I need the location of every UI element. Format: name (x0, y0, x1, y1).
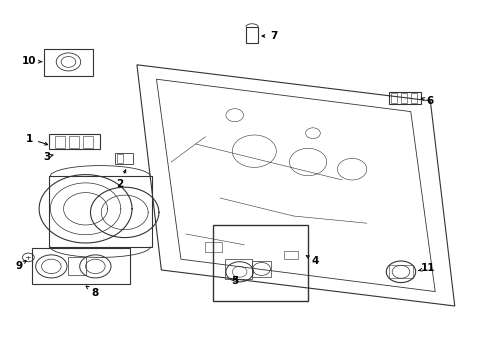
Text: 8: 8 (86, 286, 99, 298)
Text: 2: 2 (116, 170, 125, 189)
Bar (117, 154, 123, 163)
Bar (83, 136, 93, 148)
Bar (44, 49, 93, 76)
Text: 7: 7 (262, 31, 277, 41)
Bar (388, 92, 420, 104)
Bar (410, 93, 416, 103)
Bar (68, 257, 85, 275)
Text: 11: 11 (417, 263, 435, 273)
Bar (55, 136, 64, 148)
Text: 6: 6 (420, 96, 433, 106)
Bar (251, 261, 271, 277)
Bar (390, 93, 396, 103)
Bar (115, 153, 133, 164)
Bar (224, 259, 251, 279)
Text: 9: 9 (15, 261, 26, 271)
Text: 5: 5 (231, 276, 238, 286)
Bar (245, 27, 258, 43)
Text: 10: 10 (22, 56, 42, 66)
Bar (69, 136, 79, 148)
Bar (400, 93, 406, 103)
Bar (212, 225, 307, 301)
Bar (205, 242, 222, 252)
Bar (32, 248, 129, 284)
Text: 4: 4 (305, 256, 319, 266)
Bar (388, 265, 412, 278)
Text: 1: 1 (26, 134, 47, 145)
Bar (49, 134, 100, 149)
Bar (283, 251, 298, 259)
Text: 3: 3 (43, 152, 53, 162)
